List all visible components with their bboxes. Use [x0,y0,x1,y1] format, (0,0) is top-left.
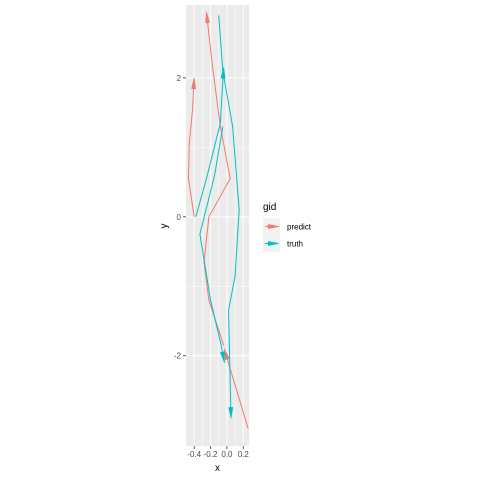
x-tick-label: 0.2 [238,450,250,459]
arrowhead-truth [220,351,225,363]
series-layer [187,11,249,429]
path-truth [199,126,225,363]
path-predict [203,11,231,346]
legend-label-truth: truth [287,240,303,249]
legend-title: gid [263,202,276,213]
series-truth [195,15,240,419]
path-truth [195,67,225,217]
y-axis-title: y [159,224,170,229]
x-tick-label: -0.4 [187,450,201,459]
arrowhead-truth [220,67,226,79]
arrowhead-truth [228,407,234,419]
x-axis-title: x [215,463,220,474]
y-tick-label: 2 [177,74,182,83]
legend-items: predict truth [263,218,312,252]
y-tick-label: 0 [177,213,182,222]
legend-item-predict: predict [263,218,312,235]
x-tick-label: 0.0 [221,450,233,459]
x-tick-label: -0.2 [204,450,218,459]
y-tick-label: -2 [174,352,182,361]
legend-label-predict: predict [287,223,312,232]
y-axis-ticks: -2 0 2 [174,74,186,361]
arrowhead-predict [191,77,197,90]
legend-item-truth: truth [263,235,303,252]
x-axis-ticks: -0.4 -0.2 0.0 0.2 [187,446,249,459]
panel-background [186,5,249,446]
arrowhead-predict [205,11,211,24]
legend-key-arrow [267,224,280,229]
arrowhead-predict [224,348,230,361]
legend: gid predict truth [263,202,312,252]
legend-key-arrow [267,241,280,246]
path-predict [187,77,195,217]
